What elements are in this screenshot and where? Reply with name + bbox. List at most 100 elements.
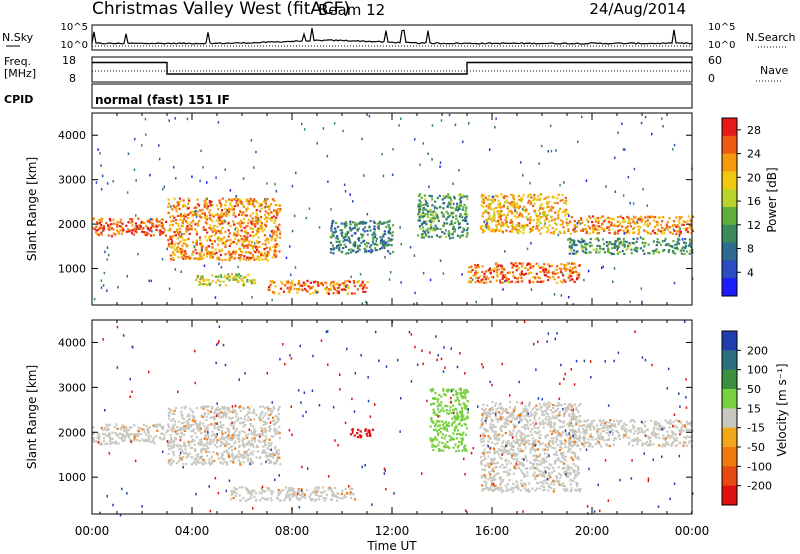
scatter-cell [204,428,207,431]
scatter-cell [267,454,270,457]
scatter-cell [617,216,620,219]
scatter-cell [195,407,198,410]
scatter-cell [484,464,487,467]
scatter-cell [271,453,274,456]
noise-cell [343,183,346,187]
scatter-cell [512,264,515,267]
scatter-cell [187,455,190,458]
scatter-cell [354,222,357,225]
scatter-cell [224,432,227,435]
noise-cell [445,229,447,232]
scatter-cell [178,197,182,200]
noise-cell [330,208,332,211]
noise-cell [422,271,425,275]
scatter-cell [500,206,503,209]
scatter-cell [227,447,230,450]
scatter-cell [272,490,275,493]
scatter-cell [532,265,535,268]
scatter-cell [206,231,209,234]
scatter-cell [511,212,514,215]
scatter-cell [389,227,392,230]
scatter-cell [431,402,434,405]
scatter-cell [515,432,518,435]
scatter-cell [239,250,242,253]
scatter-cell [325,493,328,496]
scatter-cell [98,218,101,221]
scatter-cell [598,219,601,222]
scatter-cell [332,234,335,238]
scatter-cell [264,412,268,415]
scatter-cell [344,220,348,223]
noise-cell [295,171,297,175]
scatter-cell [443,197,446,200]
scatter-cell [191,440,194,443]
noise-cell [646,204,648,207]
scatter-cell [220,203,223,206]
scatter-cell [198,213,201,216]
scatter-cell [201,277,204,280]
scatter-cell [550,421,553,424]
scatter-cell [310,499,313,502]
scatter-cell [455,408,458,411]
noise-cell [103,271,106,275]
colorbar-tick-label: 24 [747,148,761,161]
scatter-cell [248,239,251,243]
scatter-cell [179,200,182,203]
scatter-cell [443,422,446,425]
scatter-cell [267,217,270,220]
scatter-cell [170,238,173,241]
scatter-cell [483,454,486,457]
scatter-cell [259,405,262,408]
scatter-cell [565,221,568,224]
scatter-cell [184,220,188,223]
scatter-cell [526,415,529,418]
scatter-cell [430,235,433,238]
scatter-cell [255,229,258,232]
scatter-cell [269,283,272,286]
power-ylabel: Slant Range [km] [25,157,39,261]
scatter-cell [520,450,523,453]
scatter-cell [489,269,492,272]
scatter-cell [515,269,518,272]
scatter-cell [173,197,176,200]
colorbar-segment [722,278,737,297]
scatter-cell [628,242,631,245]
scatter-cell [170,428,173,431]
scatter-cell [277,407,280,411]
scatter-cell [249,202,252,206]
scatter-cell [494,462,497,465]
scatter-cell [226,277,229,280]
scatter-cell [278,425,281,429]
noise-cell [149,173,151,177]
scatter-cell [564,211,567,214]
scatter-cell [460,414,463,418]
scatter-cell [524,223,527,227]
scatter-cell [276,456,279,459]
scatter-cell [425,223,428,226]
scatter-cell [206,207,209,210]
scatter-cell [458,415,461,418]
scatter-cell [335,237,338,240]
scatter-cell [519,430,522,433]
scatter-cell [422,229,425,232]
scatter-cell [447,412,450,415]
noise-cell [195,209,197,213]
scatter-cell [277,430,280,434]
scatter-cell [331,231,334,234]
scatter-cell [585,242,588,245]
scatter-cell [198,429,201,432]
scatter-cell [428,228,431,232]
scatter-cell [195,461,198,464]
scatter-cell [613,245,616,248]
scatter-cell [202,226,205,229]
noise-cell [448,113,451,117]
scatter-cell [273,292,276,295]
scatter-cell [532,448,535,451]
scatter-cell [244,487,248,490]
scatter-cell [612,252,615,256]
scatter-cell [452,432,455,435]
scatter-cell [538,453,542,456]
scatter-cell [173,409,176,412]
scatter-cell [299,493,302,497]
scatter-cell [431,445,434,448]
